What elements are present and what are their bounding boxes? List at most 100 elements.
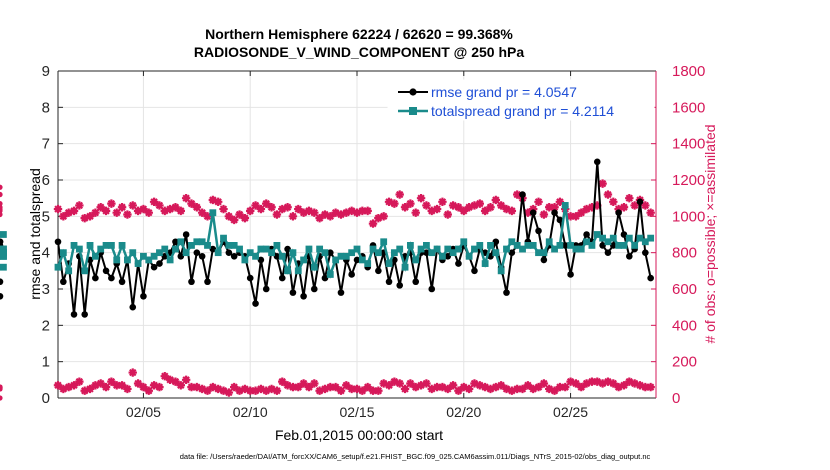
obs-assimilated-marker-core [466,386,472,392]
totalspread-point [390,249,398,257]
obs-possible-marker-core [493,197,499,203]
obs-assimilated-marker-core [375,388,381,394]
rmse-point [529,209,537,216]
obs-possible-marker-core [0,184,3,190]
rmse-point [455,260,462,267]
rmse-point [0,278,4,286]
rmse-point [519,191,526,198]
obs-possible-marker-core [557,199,563,205]
totalspread-point [348,249,356,257]
y-tick-label-right: 200 [672,354,697,371]
obs-assimilated-marker-core [370,388,376,394]
y-tick-label-right: 0 [672,390,680,407]
obs-assimilated-marker-core [103,384,109,390]
obs-assimilated-marker-core [98,380,104,387]
obs-assimilated-marker-core [55,382,61,388]
obs-assimilated-marker-core [445,386,451,392]
rmse-point [0,238,4,246]
totalspread-point [455,245,462,253]
rmse-point [177,252,185,260]
totalspread-point [374,249,382,257]
totalspread-point [465,252,473,260]
obs-assimilated-marker-core [450,382,456,388]
rmse-point [92,274,99,282]
totalspread-point [193,238,201,246]
totalspread-point [615,242,623,249]
chart-title-line1: Northern Hemisphere 62224 / 62620 = 99.3… [205,26,513,42]
totalspread-point [406,242,414,249]
y-tick-label-left: 5 [42,208,50,225]
obs-assimilated-marker-core [535,384,542,390]
y-tick-label-right: 1000 [672,208,705,225]
obs-possible-marker-core [642,202,648,209]
obs-possible-marker-core [621,204,627,210]
totalspread-point [257,245,265,253]
rmse-point [636,198,644,206]
totalspread-point [166,256,174,264]
totalspread-point [503,245,510,253]
rmse-point [70,311,78,318]
rmse-point [615,209,622,216]
rmse-point [492,238,500,246]
totalspread-point [107,242,115,249]
totalspread-point [529,242,537,249]
rmse-point [310,285,318,293]
obs-assimilated-marker-core [178,382,184,388]
obs-possible-marker-core [439,199,446,205]
totalspread-point [129,249,137,257]
totalspread-point [380,238,388,246]
rmse-point [642,249,649,256]
totalspread-point [583,238,590,246]
totalspread-point [0,249,7,257]
rmse-point [246,274,254,282]
totalspread-point [252,252,259,260]
totalspread-point [636,234,644,242]
totalspread-point [497,267,505,275]
rmse-point [81,311,88,318]
rmse-point [353,256,361,264]
obs-possible-marker-core [247,208,253,214]
rmse-point [599,242,606,249]
totalspread-point [102,242,110,249]
rmse-point [444,252,452,260]
totalspread-point [423,242,430,249]
obs-assimilated-marker-core [423,380,430,387]
obs-possible-marker-core [434,206,440,212]
totalspread-point [59,249,67,257]
obs-possible-marker-core [178,208,184,214]
obs-possible-marker-core [290,213,296,219]
totalspread-point [118,242,126,249]
totalspread-point [620,242,628,249]
totalspread-point [305,245,313,253]
obs-possible-marker-core [151,199,157,205]
totalspread-point [65,267,73,275]
rmse-point [172,238,179,246]
obs-assimilated-marker-core [135,380,141,387]
obs-possible-marker-core [103,208,109,214]
totalspread-point [519,245,526,253]
obs-possible-marker-core [397,191,403,198]
obs-assimilated-marker-core [306,384,312,390]
rmse-point [230,252,238,260]
obs-assimilated-marker-core [610,380,616,387]
obs-possible-marker-core [295,206,301,212]
totalspread-point [321,249,329,257]
obs-possible-marker-core [482,208,488,214]
obs-possible-marker-core [183,195,189,201]
obs-possible-marker-core [284,204,291,210]
totalspread-point [588,242,596,249]
totalspread-point [182,249,190,257]
totalspread-point [428,249,436,257]
y-tick-label-right: 1400 [672,136,705,153]
x-tick-label: 02/10 [233,404,268,420]
x-tick-label: 02/25 [553,404,588,420]
totalspread-point [284,267,291,275]
obs-possible-marker-core [370,221,376,227]
totalspread-point [262,245,270,253]
totalspread-point [177,238,185,246]
y-tick-label-right: 1800 [672,63,705,80]
rmse-point [284,245,291,253]
obs-assimilated-marker-core [301,380,307,387]
obs-possible-marker-core [0,211,3,218]
y-tick-label-left: 0 [42,390,50,407]
